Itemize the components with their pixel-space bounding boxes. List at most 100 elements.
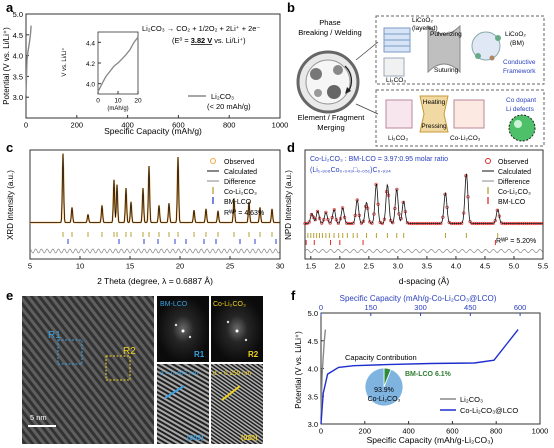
observed-point [307, 220, 311, 224]
x-tick-label: 400 [402, 427, 415, 436]
x-tick-label: 0 [24, 121, 28, 130]
top-tick-label: 600 [514, 303, 527, 312]
hkl-r2: (020) [241, 435, 257, 442]
legend-bm-lco: BM-LCO [498, 199, 526, 206]
pressing-label: Pressing [421, 123, 447, 130]
x-tick-label: 600 [446, 427, 459, 436]
legend-co-li2co3: Co-Li₂CO₃ [224, 189, 257, 196]
li2co3-bottom-label: Li₂CO₃ [388, 135, 408, 142]
panel-a-inset-ylabel: V vs. Li/Li⁺ [61, 47, 68, 76]
panel-d-formula: (Li₁.₉₀₆Co₀.₀₄₃□₀.₀₅₁)C₀.₉₃₄ [310, 167, 391, 174]
lco-bm-label: LiCoO₂ [505, 31, 526, 38]
panel-d-legend: Observed Calculated Difference Co-Li₂CO₃… [482, 158, 536, 245]
y-tick-label: 5.0 [308, 309, 318, 318]
panel-f-xlabel: Specific Capacity (mAh/g-Li₂CO₃) [367, 435, 494, 445]
panel-c-frame [29, 149, 281, 260]
panel-a-inset-xlabel: (mAh/g) [107, 106, 128, 112]
fft-spot [244, 338, 248, 342]
fft-spot [174, 323, 178, 327]
connector-line [355, 103, 379, 115]
x-tick-label: 5.0 [509, 262, 519, 271]
panel-d-title: Co-Li₂CO₃ : BM-LCO = 3.97:0.95 molar rat… [310, 156, 448, 163]
y-tick-label: 4.4 [86, 40, 95, 47]
panel-f-legend-1: Li₂CO₃ [460, 395, 483, 404]
legend-co-li2co3: Co-Li₂CO₃ [498, 189, 531, 196]
fft-spot [235, 329, 239, 333]
panel-d: d Co-Li₂CO₃ : BM-LCO = 3.97:0.95 molar r… [284, 140, 548, 286]
panel-b-letter: b [287, 0, 295, 15]
ifft-r1 [157, 364, 209, 444]
li-defects-label: Li defects [506, 106, 535, 113]
panel-c-bragg-ticks [62, 232, 277, 244]
legend-difference: Difference [224, 179, 256, 186]
rotation-arrowhead [345, 87, 351, 94]
x-tick-label: 200 [359, 427, 372, 436]
x-tick-label: 10 [114, 98, 122, 105]
y-tick-label: 4.0 [86, 82, 95, 89]
x-tick-label: 5.5 [538, 262, 548, 271]
element-label-2: Merging [317, 123, 344, 132]
hrtem-shade [22, 296, 154, 444]
panel-b: b Phase Breaking / Welding Element / Fra… [287, 0, 545, 147]
reaction-equation: Li₂CO₃ → CO₂ + 1/2O₂ + 2Li⁺ + 2e⁻ [142, 24, 260, 33]
legend-calculated: Calculated [224, 169, 257, 176]
phase-label: Phase [319, 18, 341, 27]
panel-d-axes: 1.5 2.0 2.5 3.0 3.5 4.0 4.5 5.0 5.5 [306, 256, 548, 271]
hrtem-image [22, 296, 154, 444]
x-tick-label: 25 [226, 262, 234, 271]
heating-pressing-zone [419, 95, 449, 133]
panel-a-letter: a [6, 0, 14, 15]
top-tick-label: 150 [365, 303, 378, 312]
panel-c-difference [29, 248, 280, 254]
top-process-box [375, 15, 545, 85]
legend-observed-marker [210, 158, 216, 164]
fragment-dot [495, 35, 501, 41]
co-li2co3-lattice [453, 99, 485, 129]
fft-spot [226, 320, 230, 324]
x-tick-label: 200 [71, 121, 84, 130]
sphere-highlight [514, 120, 522, 128]
y-tick-label: 4.5 [13, 31, 23, 40]
panel-f-letter: f [291, 288, 296, 303]
panel-d-difference [304, 249, 543, 253]
e0-value: 3.82 V [191, 36, 212, 45]
pie-co-label: Co-Li₂CO₃ [368, 396, 401, 403]
d-spacing-r2: d = 0.259 nm [213, 370, 251, 377]
pie-bm-lco-label: BM-LCO 6.1% [405, 371, 452, 378]
panel-d-letter: d [287, 140, 295, 155]
y-tick-label: 3.0 [308, 420, 318, 429]
capacity-pie [364, 367, 404, 407]
panel-a-ylabel: Potential (V vs. Li/Li⁺) [2, 27, 11, 105]
panel-c-letter: c [6, 140, 13, 155]
region-r2-label: R2 [123, 346, 136, 357]
milling-ball [327, 85, 341, 99]
co-li2co3-bottom-label: Co-Li₂CO₃ [450, 135, 481, 142]
panel-f-ylabel: Potential (V vs. Li/Li⁺) [294, 331, 303, 409]
y-tick-label: 5.0 [13, 10, 23, 19]
panel-a-legend-note: (< 20 mAh/g) [207, 102, 251, 111]
x-tick-label: 0 [96, 98, 100, 105]
element-label: Element / Fragment [298, 113, 366, 122]
potential-line: (E⁰ = 3.82 V vs. Li/Li⁺) [172, 36, 246, 45]
panel-c: c XRD Intensity (a.u.) 2 Theta (degree, … [6, 140, 284, 286]
region-r2-box [105, 355, 131, 381]
pie-co-percent: 93.9% [374, 387, 394, 394]
li2co3-top-label: Li₂CO₃ [386, 77, 406, 84]
panel-f-series-li2co3 [320, 329, 327, 419]
panel-d-ylabel: NPD Intensity (a.u.) [284, 170, 293, 240]
framework-label: Framework [503, 68, 536, 75]
y-tick-label: 3.0 [13, 93, 23, 102]
observed-point [336, 221, 341, 225]
d-spacing-arrow-r1 [164, 385, 185, 399]
jar-inner [305, 59, 351, 105]
fft-r1-label: R1 [194, 350, 205, 359]
li2co3-lattice [385, 99, 413, 129]
panel-d-rwp: Rᵂᴾ = 5.20% [496, 238, 536, 245]
panel-c-calculated [30, 153, 280, 224]
y-tick-label: 3.5 [308, 392, 318, 401]
ifft-r2 [211, 364, 263, 444]
d-spacing-r1: d = 0.467 nm [160, 370, 198, 377]
panel-c-ylabel: XRD Intensity (a.u.) [6, 170, 15, 240]
x-tick-label: 800 [490, 427, 503, 436]
